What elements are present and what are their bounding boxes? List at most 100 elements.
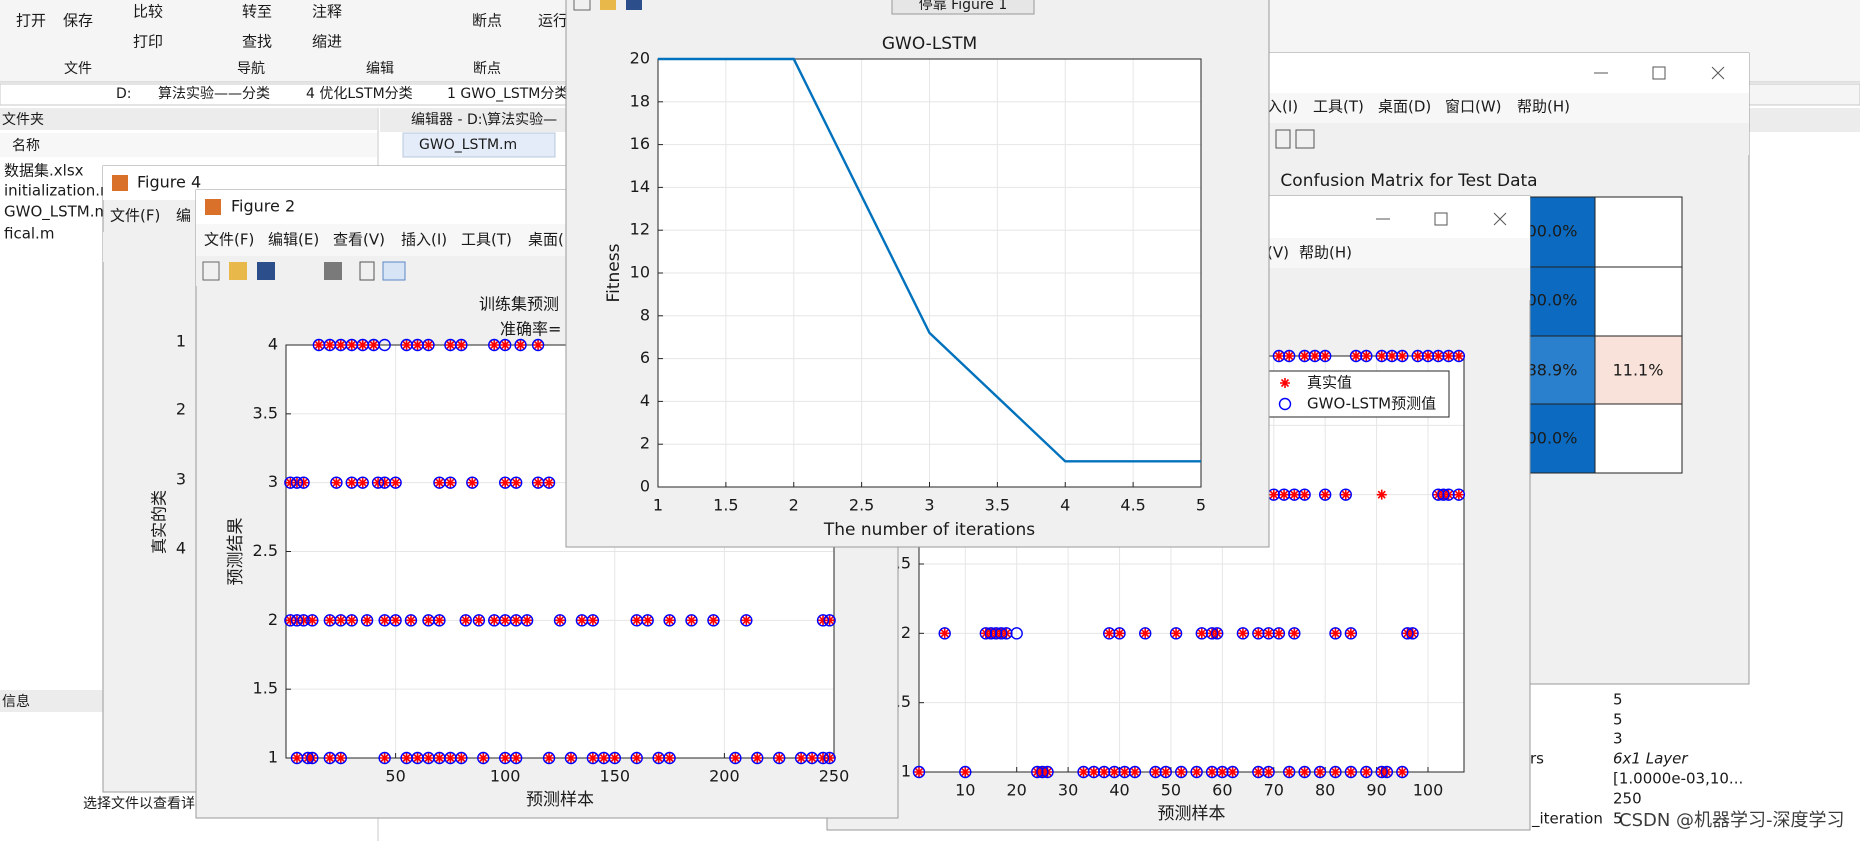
matrix-cell-label: 88.9% <box>1527 361 1578 380</box>
breadcrumb[interactable]: 算法实验——分类 <box>158 86 270 102</box>
right-dropdown[interactable] <box>1748 83 1860 106</box>
circle-marker <box>1041 765 1054 779</box>
x-tick-label: 100 <box>490 767 521 786</box>
menu-item[interactable]: 工具(T) <box>461 231 512 249</box>
toolstrip-button[interactable]: 打开 <box>16 12 46 30</box>
toolbar-icon[interactable] <box>573 0 591 11</box>
window-title: Figure 2 <box>231 197 295 216</box>
panel-title: 信息 <box>2 693 30 710</box>
menu-item[interactable]: 桌面(D) <box>1378 98 1431 116</box>
circle-marker <box>459 614 472 627</box>
circle-marker <box>1108 765 1121 779</box>
toolstrip-button[interactable]: 注释 <box>312 3 342 21</box>
toolstrip-button[interactable]: 打印 <box>133 33 163 51</box>
circle-marker <box>1318 349 1332 363</box>
toolbar-icon[interactable] <box>202 261 220 281</box>
menu-item[interactable]: 编 <box>176 207 191 225</box>
toolbar-icon[interactable] <box>229 262 247 280</box>
close-button[interactable] <box>1711 66 1725 80</box>
circle-marker <box>345 614 358 627</box>
file-item[interactable]: 数据集.xlsx <box>4 162 84 180</box>
star-marker <box>914 767 924 777</box>
window-title: Figure 4 <box>137 173 201 192</box>
file-item[interactable]: initialization.m <box>4 182 115 200</box>
star-marker <box>1289 628 1300 639</box>
file-item[interactable]: fical.m <box>4 225 54 243</box>
toolbar-icon[interactable] <box>382 261 406 281</box>
star-marker <box>522 615 533 626</box>
close-button[interactable] <box>1493 212 1507 226</box>
circle-marker <box>1262 627 1275 640</box>
y-tick-label: 0 <box>640 477 650 496</box>
menu-item[interactable]: 桌面( <box>528 231 564 249</box>
star-marker <box>1104 628 1115 639</box>
star-marker <box>460 615 471 626</box>
y-tick-label: 3 <box>268 472 278 491</box>
menu-item[interactable]: (V) <box>1267 244 1289 262</box>
breadcrumb[interactable]: 1 GWO_LSTM分类 <box>447 86 568 102</box>
menu-item[interactable]: 文件(F) <box>110 207 160 225</box>
menu-item[interactable]: 入(I) <box>1267 98 1298 116</box>
menu-item[interactable]: 帮助(H) <box>1517 98 1570 116</box>
circle-marker <box>1344 627 1358 640</box>
circle-marker <box>404 614 418 627</box>
toolbar-icon[interactable] <box>359 261 375 281</box>
menu-item[interactable]: 编辑(E) <box>268 231 319 249</box>
toolbar-icon[interactable] <box>600 0 616 10</box>
star-marker <box>423 615 434 626</box>
menu-item[interactable]: 查看(V) <box>333 231 385 249</box>
toolstrip-button[interactable]: 断点 <box>472 12 502 30</box>
circle-marker <box>1432 349 1445 363</box>
toolstrip-button[interactable]: 查找 <box>242 33 272 51</box>
menu-item[interactable]: 插入(I) <box>401 231 447 249</box>
star-marker <box>346 477 357 488</box>
star-marker <box>324 753 335 763</box>
maximize-button[interactable] <box>1434 212 1448 226</box>
menu-item[interactable]: 工具(T) <box>1313 98 1364 116</box>
star-marker <box>1088 767 1099 777</box>
toolbar-icon[interactable] <box>257 262 275 280</box>
toolstrip-button[interactable]: 运行 <box>538 12 568 30</box>
toolstrip-button[interactable]: 转至 <box>242 3 272 21</box>
breadcrumb[interactable]: 4 优化LSTM分类 <box>306 86 413 102</box>
circle-marker <box>1252 627 1265 640</box>
menu-item[interactable]: 帮助(H) <box>1299 244 1352 262</box>
star-marker <box>631 753 642 763</box>
star-marker <box>1263 628 1274 639</box>
star-marker <box>445 753 456 763</box>
y-tick-label: 2 <box>268 610 278 629</box>
star-marker <box>824 753 835 763</box>
toolstrip-button[interactable]: 比较 <box>133 3 163 21</box>
circle-marker <box>1190 765 1203 779</box>
star-marker <box>730 753 741 763</box>
dock-button[interactable] <box>891 0 1035 15</box>
menu-item[interactable]: 窗口(W) <box>1445 98 1502 116</box>
circle-marker <box>330 476 343 489</box>
circle-marker <box>1396 349 1409 363</box>
circle-marker <box>630 751 643 765</box>
toolstrip-button[interactable]: 保存 <box>63 12 93 30</box>
circle-marker <box>1385 349 1399 363</box>
editor-tab[interactable] <box>402 132 556 158</box>
toolstrip-button[interactable]: 缩进 <box>312 33 342 51</box>
circle-marker <box>1205 627 1219 640</box>
editor-tab-label[interactable]: GWO_LSTM.m <box>419 137 517 153</box>
breadcrumb[interactable]: D: <box>116 86 132 102</box>
star-marker <box>434 615 445 626</box>
toolbar-icon[interactable] <box>1275 129 1291 149</box>
workspace-value: 5 <box>1613 691 1623 709</box>
toolbar-icon[interactable] <box>1295 129 1315 149</box>
maximize-button[interactable] <box>1652 66 1666 80</box>
menu-item[interactable]: 文件(F) <box>204 231 254 249</box>
toolbar-icon[interactable] <box>324 262 342 280</box>
toolbar-icon[interactable] <box>626 0 642 10</box>
star-marker <box>1345 628 1356 639</box>
x-tick-label: 70 <box>1264 781 1284 800</box>
star-marker <box>642 615 653 626</box>
dock-button-label[interactable]: 停靠 Figure 1 <box>919 0 1008 13</box>
file-item[interactable]: GWO_LSTM.m <box>4 203 109 222</box>
circle-marker <box>306 614 319 627</box>
circle-marker <box>509 751 523 765</box>
circle-marker <box>1282 349 1296 363</box>
star-marker <box>335 753 346 763</box>
